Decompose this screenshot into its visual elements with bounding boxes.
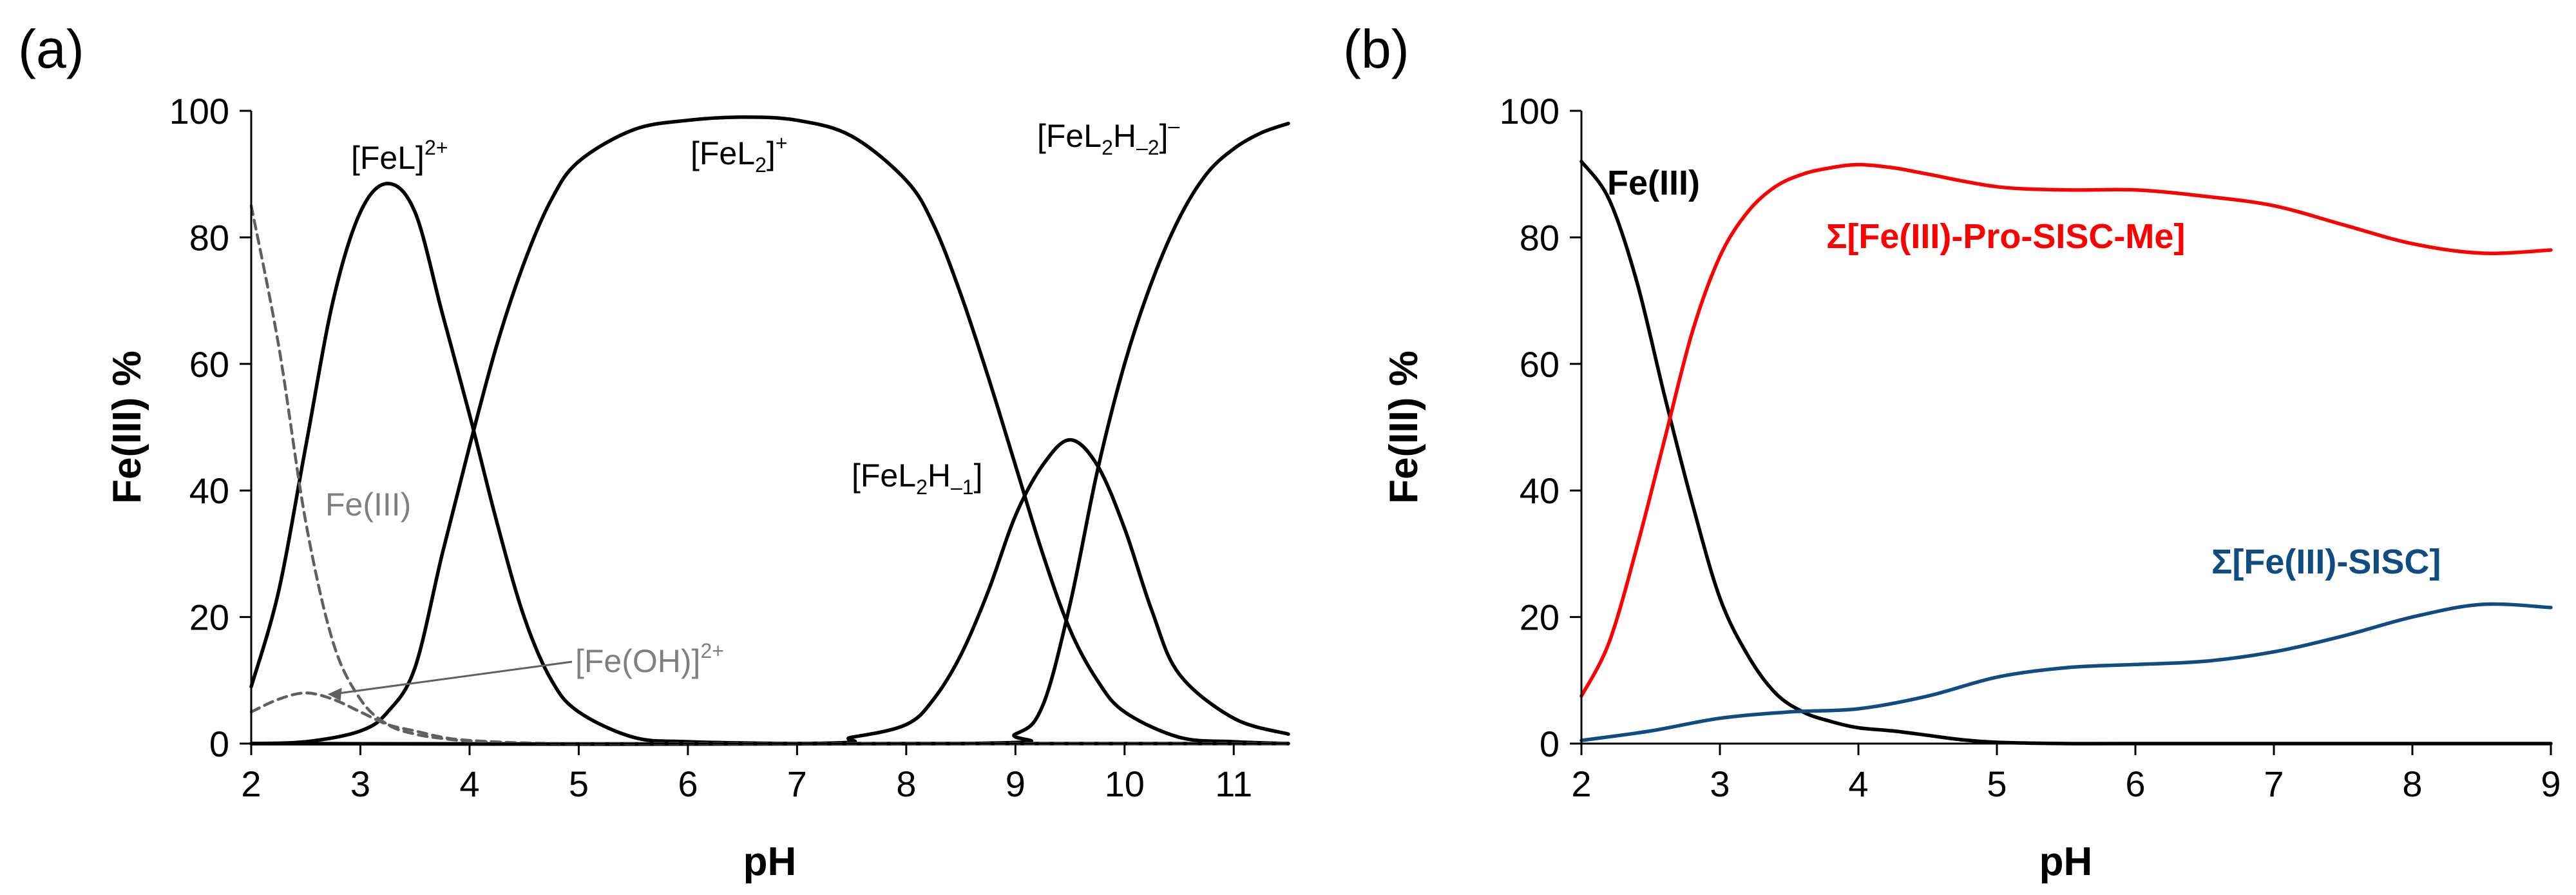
feoh-arrow-head bbox=[327, 688, 342, 701]
panel-a-series-fel-2 bbox=[249, 182, 1290, 746]
panel-b-plot-area: 2 3 4 5 6 7 8 9 0 20 40 60 80 100 bbox=[1500, 91, 2561, 804]
panel-a-y-axis-title: Fe(III) % bbox=[105, 351, 149, 504]
panel-b-y-tick-label: 40 bbox=[1520, 470, 1560, 511]
panel-a-y-tick-label: 60 bbox=[189, 344, 229, 385]
panel-b-x-tick-label: 9 bbox=[2541, 764, 2561, 804]
panel-a-series-fel2h-1 bbox=[249, 438, 1290, 746]
panel-a-x-ticks: 2 3 4 5 6 7 8 9 10 11 bbox=[241, 744, 1252, 804]
panel-a-x-tick-label: 5 bbox=[569, 764, 589, 804]
panel-b-y-tick-label: 20 bbox=[1520, 597, 1560, 638]
panel-b-series-fe-iii-sisc bbox=[1579, 602, 2553, 742]
label-fel2h-2: [FeL2H–2]– bbox=[1037, 114, 1179, 159]
panel-b-x-tick-label: 4 bbox=[1848, 764, 1868, 804]
panel-a-x-tick-label: 11 bbox=[1215, 764, 1252, 804]
panel-a-series-lines bbox=[249, 115, 1290, 746]
panel-b: (b) 2 3 4 5 6 7 8 9 0 20 40 60 80 100 pH Fe(III) % F… bbox=[1343, 19, 2561, 884]
panel-a-y-tick-label: 40 bbox=[189, 470, 229, 511]
panel-b-x-tick-label: 8 bbox=[2402, 764, 2422, 804]
panel-b-x-tick-label: 2 bbox=[1571, 764, 1591, 804]
panel-a-series-fel2 bbox=[249, 115, 1290, 746]
label-fel2h-1: [FeL2H–1] bbox=[852, 457, 982, 499]
panel-b-letter: (b) bbox=[1343, 19, 1409, 79]
panel-b-series-fe-iii-pro-sisc-me bbox=[1579, 162, 2553, 698]
feoh-arrow-line bbox=[336, 660, 573, 695]
panel-a-letter: (a) bbox=[18, 19, 84, 79]
panel-a-x-tick-label: 2 bbox=[241, 764, 261, 804]
panel-b-x-ticks: 2 3 4 5 6 7 8 9 bbox=[1571, 744, 2561, 804]
panel-b-y-tick-label: 80 bbox=[1520, 217, 1560, 258]
panel-a: (a) 2 3 4 5 6 7 8 9 10 11 0 20 40 60 80 100 pH Fe(III)… bbox=[18, 19, 1290, 884]
panel-b-x-tick-label: 5 bbox=[1987, 764, 2007, 804]
label-b-sisc: Σ[Fe(III)-SISC] bbox=[2211, 543, 2441, 581]
panel-b-x-tick-label: 7 bbox=[2264, 764, 2284, 804]
panel-a-series-fel2h-2 bbox=[249, 121, 1290, 746]
panel-a-y-tick-label: 100 bbox=[169, 91, 229, 131]
panel-a-x-tick-label: 4 bbox=[459, 764, 479, 804]
panel-a-x-tick-label: 7 bbox=[787, 764, 807, 804]
panel-b-y-axis-title: Fe(III) % bbox=[1382, 351, 1426, 504]
panel-a-plot-area: 2 3 4 5 6 7 8 9 10 11 0 20 40 60 80 100 bbox=[169, 91, 1290, 804]
panel-b-x-axis-title: pH bbox=[2039, 840, 2093, 884]
panel-b-x-tick-label: 6 bbox=[2125, 764, 2145, 804]
feoh-annotation-arrow bbox=[327, 660, 573, 701]
panel-a-x-tick-label: 8 bbox=[896, 764, 916, 804]
label-fel2: [FeL2]+ bbox=[691, 131, 787, 177]
panel-a-y-ticks: 0 20 40 60 80 100 bbox=[169, 91, 251, 764]
label-feoh: [Fe(OH)]2+ bbox=[575, 639, 724, 679]
panel-b-y-ticks: 0 20 40 60 80 100 bbox=[1500, 91, 1581, 764]
label-b-pro-sisc-me: Σ[Fe(III)-Pro-SISC-Me] bbox=[1826, 217, 2185, 256]
panel-a-x-tick-label: 9 bbox=[1006, 764, 1026, 804]
panel-b-y-tick-label: 60 bbox=[1520, 344, 1560, 385]
panel-a-x-tick-label: 6 bbox=[678, 764, 698, 804]
panel-a-series-fe-iii bbox=[249, 204, 1290, 746]
panel-a-y-tick-label: 0 bbox=[209, 724, 229, 764]
panel-a-x-tick-label: 3 bbox=[350, 764, 370, 804]
panel-a-y-tick-label: 80 bbox=[189, 217, 229, 258]
panel-b-x-tick-label: 3 bbox=[1710, 764, 1730, 804]
label-free-fe3: Fe(III) bbox=[325, 486, 411, 523]
panel-b-y-tick-label: 0 bbox=[1540, 724, 1560, 764]
label-b-fe3: Fe(III) bbox=[1607, 164, 1700, 202]
panel-a-x-axis-title: pH bbox=[743, 840, 797, 884]
label-fel: [FeL]2+ bbox=[351, 136, 448, 176]
panel-b-y-tick-label: 100 bbox=[1500, 91, 1560, 131]
panel-a-x-tick-label: 10 bbox=[1105, 764, 1145, 804]
panel-a-y-tick-label: 20 bbox=[189, 597, 229, 638]
